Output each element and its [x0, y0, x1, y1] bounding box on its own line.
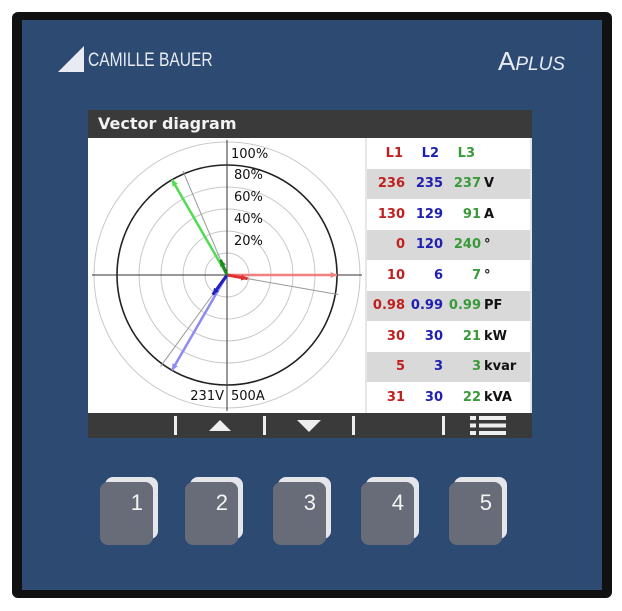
table-header: L1 L2 L3 [367, 138, 530, 169]
softkey-separator [352, 416, 355, 435]
table-row: 0 120 240 ° [367, 229, 530, 260]
voltage-vector-l2 [170, 274, 229, 371]
unit-label: kvar [484, 359, 517, 375]
softkey-4[interactable] [354, 413, 444, 438]
current-vector-l1-head [240, 274, 248, 281]
softkey-2[interactable] [176, 413, 264, 438]
cell-l2: 30 [424, 389, 443, 405]
cell-l2: 0.99 [410, 298, 443, 314]
logo-triangle-icon [58, 46, 84, 72]
table-row: 10 6 7 ° [367, 260, 530, 291]
cell-l2: 6 [433, 267, 443, 283]
menu-list-icon [470, 416, 506, 435]
cell-l3: 240 [453, 237, 481, 253]
cell-l1: 31 [386, 389, 405, 405]
display-screen: Vector diagram 100% 80% 60% 40% 20% 231V 500A … [88, 110, 532, 438]
up-arrow-icon [209, 420, 231, 431]
unit-label: kVA [484, 389, 512, 405]
cell-l3: 0.99 [448, 298, 481, 314]
cell-l1: 30 [386, 328, 405, 344]
function-button-5[interactable]: 5 [449, 477, 507, 545]
model-a: A [498, 46, 516, 76]
brand-name: CAMILLE BAUER [88, 50, 213, 71]
down-arrow-icon [297, 419, 321, 432]
model-plus: PLUS [515, 54, 565, 75]
function-button-1[interactable]: 1 [100, 477, 158, 545]
current-vector-l2-head [212, 287, 219, 295]
header-l3: L3 [457, 145, 475, 161]
unit-label: PF [484, 298, 503, 314]
softkey-1[interactable] [88, 413, 176, 438]
header-l2: L2 [421, 145, 439, 161]
softkey-separator [442, 416, 445, 435]
softkey-5[interactable] [444, 413, 532, 438]
cell-l3: 3 [471, 359, 481, 375]
softkey-separator [263, 416, 266, 435]
cell-l3: 7 [471, 267, 481, 283]
function-button-3[interactable]: 3 [273, 477, 331, 545]
unit-label: ° [484, 267, 491, 283]
table-row: 236 235 237 V [367, 168, 530, 199]
softkey-separator [174, 416, 177, 435]
cell-l3: 91 [462, 206, 481, 222]
vector-diagram-svg: 100% 80% 60% 40% 20% 231V 500A [92, 140, 362, 411]
cell-l3: 22 [462, 389, 481, 405]
ring-label: 80% [234, 168, 263, 183]
button-label: 1 [100, 482, 153, 545]
table-row: 130 129 91 A [367, 199, 530, 230]
voltage-vector-l3 [170, 179, 229, 276]
table-row: 0.98 0.99 0.99 PF [367, 290, 530, 321]
table-row: 30 30 21 kW [367, 321, 530, 352]
cell-l3: 21 [462, 328, 481, 344]
table-row: 5 3 3 kvar [367, 351, 530, 382]
cell-l1: 10 [386, 267, 405, 283]
ring-label: 100% [231, 147, 268, 162]
ring-label: 60% [234, 190, 263, 205]
function-button-2[interactable]: 2 [185, 477, 243, 545]
current-vector-l3-head [220, 259, 226, 267]
cell-l2: 3 [433, 359, 443, 375]
cell-l2: 129 [415, 206, 443, 222]
button-label: 2 [185, 482, 238, 545]
current-scale: 500A [231, 389, 265, 404]
measurement-table: L1 L2 L3 236 235 237 V 130 129 91 A 0 120 240 ° 10 6 7 ° 0.… [367, 138, 530, 413]
voltage-vector-l3-head [172, 179, 178, 187]
voltage-vector-l1-head [330, 271, 337, 279]
vector-diagram: 100% 80% 60% 40% 20% 231V 500A [88, 138, 365, 413]
screen-title: Vector diagram [88, 110, 532, 138]
unit-label: kW [484, 328, 507, 344]
model-name: APLUS [498, 46, 565, 77]
unit-label: V [484, 176, 495, 192]
cell-l1: 0.98 [372, 298, 405, 314]
cell-l2: 235 [415, 176, 443, 192]
unit-label: A [484, 206, 495, 222]
brand-logo: CAMILLE BAUER [58, 46, 240, 72]
function-button-4[interactable]: 4 [361, 477, 419, 545]
unit-label: ° [484, 237, 491, 253]
softkey-bar [88, 413, 532, 438]
current-angle-line-L3 [182, 170, 228, 276]
cell-l1: 0 [395, 237, 405, 253]
header-l1: L1 [385, 145, 403, 161]
cell-l2: 30 [424, 328, 443, 344]
cell-l1: 5 [395, 359, 405, 375]
button-label: 3 [273, 482, 326, 545]
cell-l3: 237 [453, 176, 481, 192]
ring-label: 20% [234, 234, 263, 249]
cell-l1: 236 [377, 176, 405, 192]
button-label: 5 [449, 482, 502, 545]
ring-label: 40% [234, 212, 263, 227]
button-label: 4 [361, 482, 414, 545]
softkey-3[interactable] [264, 413, 354, 438]
voltage-vector-l2-head [172, 363, 178, 371]
cell-l2: 120 [415, 237, 443, 253]
voltage-scale: 231V [190, 389, 224, 404]
cell-l1: 130 [377, 206, 405, 222]
table-row: 31 30 22 kVA [367, 382, 530, 413]
